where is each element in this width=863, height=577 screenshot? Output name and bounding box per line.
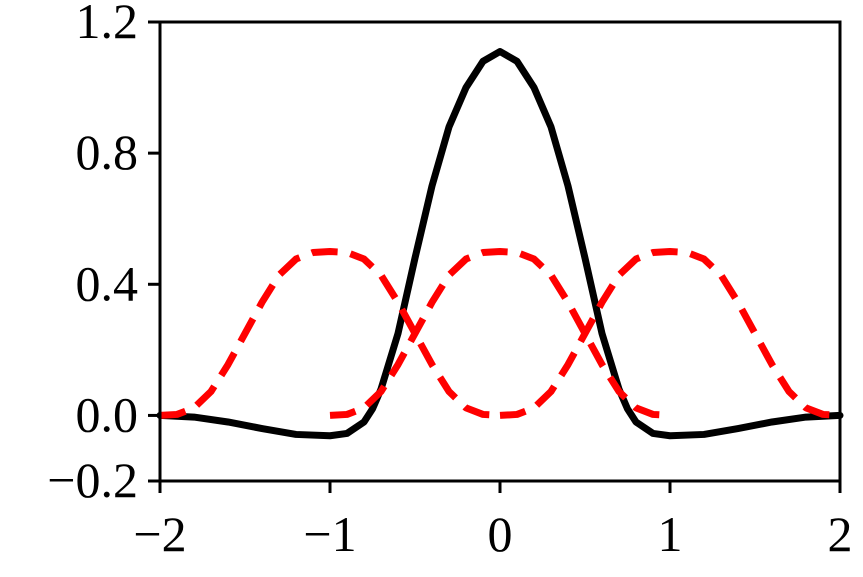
solid-series-line-0 xyxy=(156,48,844,440)
y-tick-label: 0.8 xyxy=(76,124,139,180)
dashed-series-line-2 xyxy=(329,248,671,419)
y-tick-label: 1.2 xyxy=(76,0,139,49)
x-tick-label: 2 xyxy=(828,506,853,562)
x-axis: −2 −1 0 1 2 xyxy=(133,481,853,562)
dashed-series-line-1 xyxy=(159,248,501,419)
x-tick-label: −1 xyxy=(303,506,356,562)
x-tick-label: −2 xyxy=(133,506,186,562)
series-layer xyxy=(156,48,844,440)
y-tick-label: −0.2 xyxy=(47,452,138,508)
y-axis: −0.2 0.0 0.4 0.8 1.2 xyxy=(47,0,160,508)
y-tick-label: 0.0 xyxy=(76,386,139,442)
x-tick-label: 1 xyxy=(658,506,683,562)
x-tick-label: 0 xyxy=(488,506,513,562)
y-tick-label: 0.4 xyxy=(76,255,139,311)
dashed-series-line-3 xyxy=(499,248,841,419)
